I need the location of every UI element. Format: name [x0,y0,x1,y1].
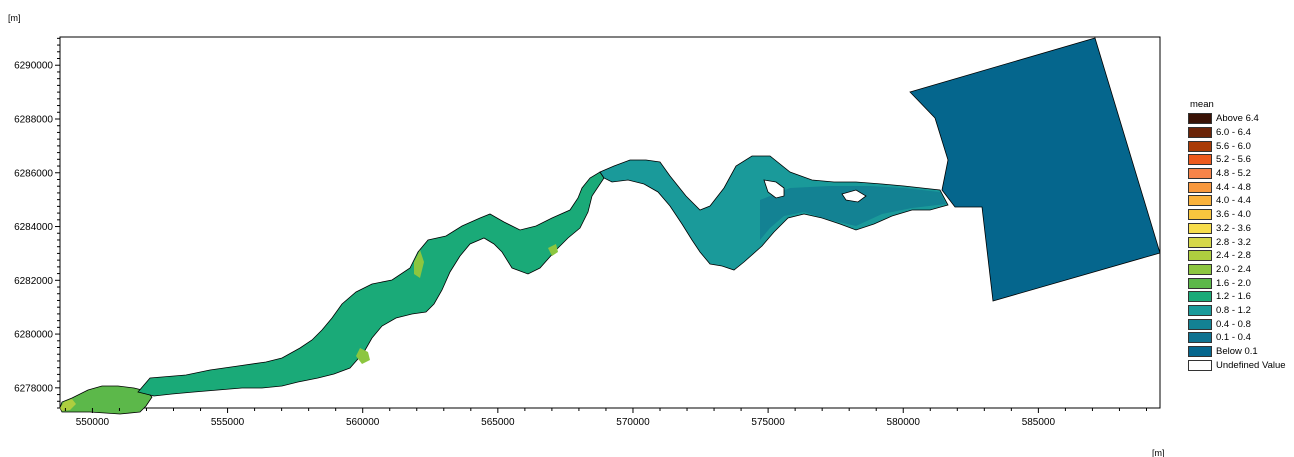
legend-swatch [1188,209,1212,221]
legend-swatch [1188,332,1212,344]
legend-row: 0.1 - 0.4 [1188,331,1294,345]
legend-row: 2.4 - 2.8 [1188,249,1294,263]
legend-label: 0.1 - 0.4 [1216,332,1251,344]
y-axis-ticks: 6278000 6280000 6282000 6284000 6286000 62880… [14,37,60,409]
legend-label: 5.2 - 5.6 [1216,154,1251,166]
legend: mean Above 6.4 6.0 - 6.4 5.6 - 6.0 5.2 - 5.… [1188,98,1294,372]
legend-swatch [1188,359,1212,371]
legend-swatch [1188,195,1212,207]
legend-label: 2.4 - 2.8 [1216,250,1251,262]
y-tick-label: 6284000 [14,222,53,233]
legend-row: 5.6 - 6.0 [1188,139,1294,153]
legend-title: mean [1190,99,1214,110]
estuary-middle-patch-b [356,348,370,364]
legend-swatch [1188,236,1212,248]
legend-swatch [1188,291,1212,303]
legend-items: Above 6.4 6.0 - 6.4 5.6 - 6.0 5.2 - 5.6 4.8 … [1188,112,1294,372]
y-axis-unit: [m] [8,13,21,23]
offshore-sea-block [909,37,1161,302]
x-tick-label: 575000 [751,417,785,428]
legend-row: 3.2 - 3.6 [1188,222,1294,236]
legend-row: 4.4 - 4.8 [1188,180,1294,194]
x-tick-label: 560000 [346,417,380,428]
y-tick-label: 6286000 [14,168,53,179]
legend-label: 0.8 - 1.2 [1216,304,1251,316]
legend-row: Above 6.4 [1188,112,1294,126]
legend-swatch [1188,318,1212,330]
map-canvas[interactable] [59,37,1161,415]
legend-swatch [1188,113,1212,125]
x-tick-label: 550000 [76,417,110,428]
legend-label: 3.2 - 3.6 [1216,222,1251,234]
legend-label: 2.0 - 2.4 [1216,263,1251,275]
estuary-lake-segment [760,186,946,240]
estuary-middle-segment [137,171,605,397]
legend-row: 2.8 - 3.2 [1188,235,1294,249]
legend-row: Below 0.1 [1188,345,1294,359]
y-tick-label: 6288000 [14,114,53,125]
legend-swatch [1188,222,1212,234]
legend-label: 1.2 - 1.6 [1216,291,1251,303]
estuary-middle-patch-a [414,250,424,278]
legend-row: 3.6 - 4.0 [1188,208,1294,222]
legend-swatch [1188,168,1212,180]
legend-swatch [1188,154,1212,166]
island-a [763,179,785,199]
legend-swatch [1188,346,1212,358]
y-tick-label: 6290000 [14,61,53,72]
legend-row: 2.0 - 2.4 [1188,263,1294,277]
legend-label: Undefined Value [1216,359,1286,371]
x-tick-label: 570000 [616,417,650,428]
legend-swatch [1188,304,1212,316]
legend-row: 1.6 - 2.0 [1188,276,1294,290]
legend-swatch [1188,263,1212,275]
x-axis-unit: [m] [1152,448,1165,457]
legend-swatch [1188,181,1212,193]
legend-label: 4.4 - 4.8 [1216,181,1251,193]
legend-row: 5.2 - 5.6 [1188,153,1294,167]
legend-label: 0.4 - 0.8 [1216,318,1251,330]
estuary-lower-shoal [60,399,76,411]
legend-swatch [1188,127,1212,139]
legend-row: 0.8 - 1.2 [1188,304,1294,318]
legend-label: 2.8 - 3.2 [1216,236,1251,248]
island-b [841,189,867,203]
legend-label: 5.6 - 6.0 [1216,140,1251,152]
legend-row: 6.0 - 6.4 [1188,126,1294,140]
estuary-middle-patch-c [548,244,558,256]
legend-label: Above 6.4 [1216,113,1259,125]
legend-row: Undefined Value [1188,358,1294,372]
legend-row: 4.0 - 4.4 [1188,194,1294,208]
legend-row: 4.8 - 5.2 [1188,167,1294,181]
legend-label: 3.6 - 4.0 [1216,209,1251,221]
x-axis-ticks: 550000 555000 560000 565000 570000 575000 5800… [64,408,1147,428]
legend-row: 1.2 - 1.6 [1188,290,1294,304]
legend-label: 4.8 - 5.2 [1216,168,1251,180]
y-tick-label: 6278000 [14,383,53,394]
y-tick-label: 6282000 [14,276,53,287]
legend-swatch [1188,277,1212,289]
legend-swatch [1188,140,1212,152]
legend-label: 6.0 - 6.4 [1216,127,1251,139]
y-tick-label: 6280000 [14,330,53,341]
legend-label: 1.6 - 2.0 [1216,277,1251,289]
legend-label: 4.0 - 4.4 [1216,195,1251,207]
legend-swatch [1188,250,1212,262]
x-tick-label: 585000 [1022,417,1056,428]
legend-row: 0.4 - 0.8 [1188,317,1294,331]
x-tick-label: 565000 [481,417,515,428]
x-tick-label: 580000 [887,417,921,428]
x-tick-label: 555000 [211,417,245,428]
legend-label: Below 0.1 [1216,346,1258,358]
